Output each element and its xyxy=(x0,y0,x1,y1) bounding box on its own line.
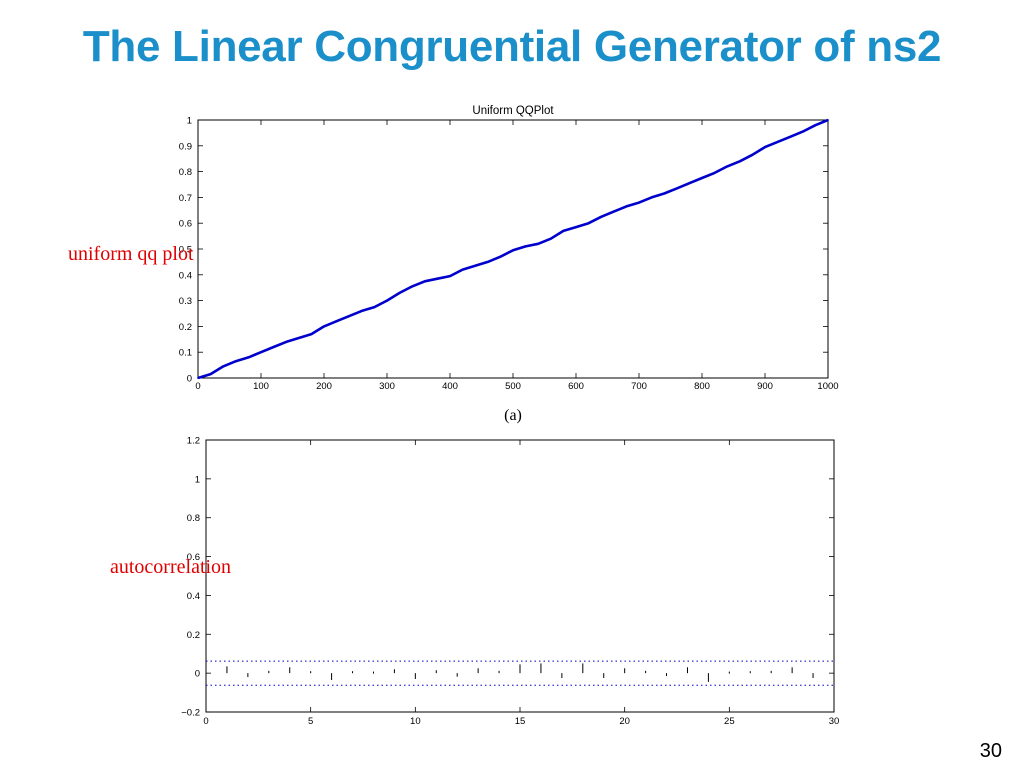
qq-data-point xyxy=(713,171,716,174)
qq-data-point xyxy=(386,299,388,302)
qq-data-point xyxy=(537,242,540,245)
qq-data-point xyxy=(310,333,313,336)
qq-data-point xyxy=(738,160,741,163)
qq-data-point xyxy=(398,291,401,294)
x-tick-label: 10 xyxy=(410,716,421,727)
y-tick-label: 0 xyxy=(187,374,192,385)
qq-data-point xyxy=(247,356,250,359)
x-tick-label: 200 xyxy=(316,381,332,392)
qq-data-point xyxy=(474,264,477,267)
qq-data-point xyxy=(726,165,729,168)
qq-data-point xyxy=(260,351,262,354)
qq-data-point xyxy=(512,249,514,252)
qq-data-point xyxy=(827,119,829,121)
qq-data-point xyxy=(562,230,565,232)
x-tick-label: 15 xyxy=(515,716,526,727)
y-tick-label: 0.1 xyxy=(179,348,192,359)
qq-data-point xyxy=(197,377,199,379)
autocorrelation-annotation: autocorrelation xyxy=(110,556,232,578)
y-tick-label: 1.2 xyxy=(187,436,200,447)
x-tick-label: 900 xyxy=(757,381,773,392)
qq-data-point xyxy=(461,268,464,271)
qq-data-point xyxy=(297,337,300,339)
x-tick-label: 100 xyxy=(253,381,269,392)
qq-data-point xyxy=(764,146,766,148)
qq-data-point xyxy=(449,275,451,277)
uniform-qq-annotation: uniform qq plot xyxy=(68,243,194,265)
qq-data-point xyxy=(638,201,640,204)
y-tick-label: 0.7 xyxy=(179,193,192,204)
qq-data-point xyxy=(625,205,628,208)
qq-data-point xyxy=(323,325,325,328)
x-tick-label: 300 xyxy=(379,381,395,392)
y-tick-label: 1 xyxy=(187,116,192,127)
qq-data-point xyxy=(234,360,237,363)
qq-chart-title: Uniform QQPlot xyxy=(472,105,554,117)
qq-data-point xyxy=(222,365,225,368)
x-tick-label: 700 xyxy=(631,381,647,392)
y-tick-label: 0.5 xyxy=(179,245,192,256)
qq-data-point xyxy=(801,130,804,133)
qq-data-point xyxy=(285,340,288,343)
qq-data-point xyxy=(524,245,527,248)
qq-data-point xyxy=(701,177,703,179)
x-tick-label: 30 xyxy=(829,716,840,727)
y-tick-label: 0.6 xyxy=(179,219,192,230)
qq-data-point xyxy=(814,124,817,127)
qq-data-point xyxy=(789,135,792,138)
qq-data-point xyxy=(549,237,552,240)
qq-data-point xyxy=(575,226,577,228)
y-tick-label: −0.2 xyxy=(181,708,200,719)
qq-data-point xyxy=(272,346,275,348)
y-tick-label: 0.8 xyxy=(187,513,200,524)
x-tick-label: 400 xyxy=(442,381,458,392)
y-tick-label: 0.4 xyxy=(187,591,200,602)
x-tick-label: 500 xyxy=(505,381,521,392)
qq-data-point xyxy=(373,306,376,308)
qq-data-point xyxy=(650,196,653,199)
qq-data-point xyxy=(663,192,666,195)
qq-data-point xyxy=(335,320,338,323)
qq-data-point xyxy=(751,153,754,156)
qq-data-point xyxy=(612,210,615,213)
y-tick-label: 0.3 xyxy=(179,296,192,307)
qq-data-point xyxy=(600,215,603,218)
y-tick-label: 0.6 xyxy=(187,552,200,563)
y-tick-label: 0.8 xyxy=(179,167,192,178)
y-tick-label: 0.2 xyxy=(179,322,192,333)
qq-data-point xyxy=(499,255,502,258)
qq-data-point xyxy=(360,310,363,312)
x-tick-label: 0 xyxy=(195,381,200,392)
qq-data-point xyxy=(436,277,439,280)
x-tick-label: 600 xyxy=(568,381,584,392)
qq-data-point xyxy=(776,141,779,143)
slide-title: The Linear Congruential Generator of ns2 xyxy=(82,22,942,71)
qq-data-point xyxy=(348,315,351,317)
x-tick-label: 1000 xyxy=(817,381,838,392)
x-tick-label: 800 xyxy=(694,381,710,392)
qq-data-point xyxy=(587,222,590,225)
y-tick-label: 0.2 xyxy=(187,630,200,641)
qq-data-point xyxy=(486,261,489,263)
y-tick-label: 0.9 xyxy=(179,141,192,152)
x-tick-label: 25 xyxy=(724,716,735,727)
qq-caption: (a) xyxy=(504,407,522,424)
qq-data-point xyxy=(411,285,414,288)
x-tick-label: 20 xyxy=(619,716,630,727)
qq-data-point xyxy=(209,373,212,376)
qq-data-point xyxy=(675,187,678,190)
y-tick-label: 1 xyxy=(195,474,200,485)
y-tick-label: 0 xyxy=(195,669,200,680)
y-tick-label: 0.4 xyxy=(179,270,192,281)
x-tick-label: 5 xyxy=(308,716,313,727)
page-number: 30 xyxy=(979,740,1002,762)
qq-data-point xyxy=(688,182,691,185)
x-tick-label: 0 xyxy=(203,716,208,727)
qq-data-point xyxy=(423,280,426,283)
